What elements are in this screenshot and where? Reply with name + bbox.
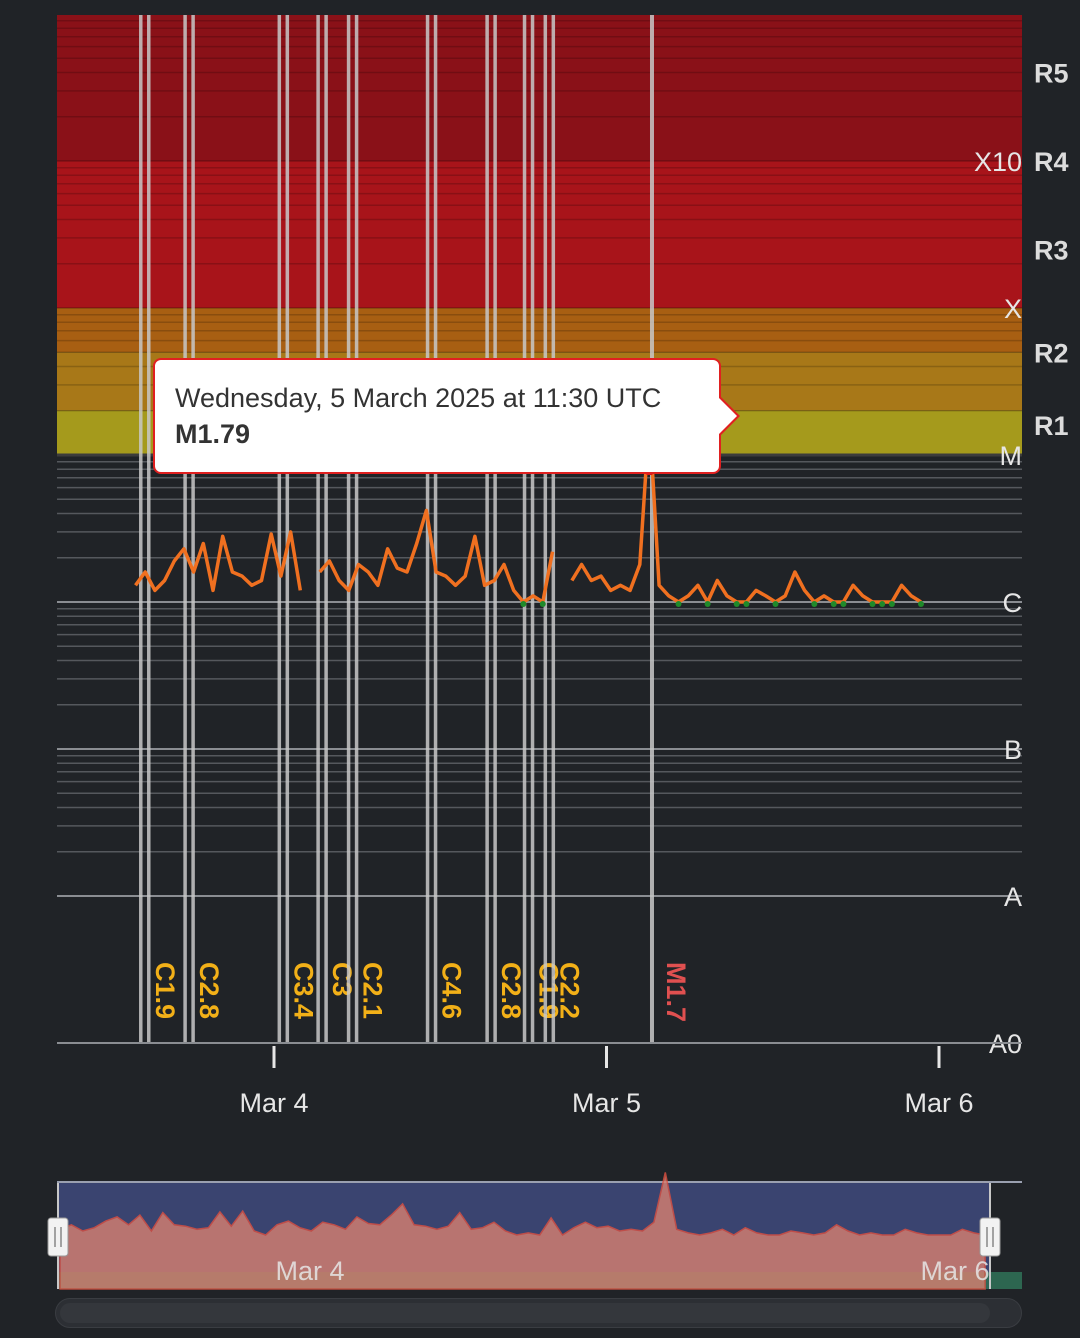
- low-flux-point: [869, 601, 876, 607]
- navigator-right-handle[interactable]: [979, 1183, 1001, 1289]
- low-flux-point: [675, 601, 682, 607]
- scrollbar[interactable]: [55, 1298, 1022, 1328]
- low-flux-point: [733, 601, 740, 607]
- low-flux-point: [830, 601, 837, 607]
- class-label: X10: [974, 147, 1022, 177]
- low-flux-point: [879, 601, 886, 607]
- low-flux-point: [840, 601, 847, 607]
- flare-label: C4.6: [437, 962, 467, 1019]
- horizontal-gridlines: [57, 19, 1022, 897]
- class-label: B: [1004, 735, 1022, 765]
- flare-label: C1.9: [150, 962, 180, 1019]
- flare-markers: C1.9 C2.8 C3.4 C3 C2.1 C4.6 C2.8 C1.9C2.2 M1.7: [139, 15, 691, 1043]
- low-flux-point: [772, 601, 779, 607]
- flare-label: C1.9: [534, 962, 564, 1019]
- band-r5: [57, 15, 1022, 161]
- navigator-left-handle[interactable]: [47, 1183, 69, 1289]
- band-r3: [57, 308, 1022, 353]
- tooltip: Wednesday, 5 March 2025 at 11:30 UTC M1.…: [153, 358, 740, 474]
- low-flux-point: [917, 601, 924, 607]
- handle-grip: [979, 1217, 1001, 1257]
- low-flux-point: [520, 601, 527, 607]
- r-scale-label: R1: [1034, 411, 1069, 441]
- tooltip-date: Wednesday, 5 March 2025 at 11:30 UTC: [175, 383, 662, 413]
- handle-grip: [47, 1217, 69, 1257]
- tooltip-value: M1.79: [175, 419, 251, 449]
- x-tick-label: Mar 6: [904, 1088, 973, 1118]
- radio-blackout-scale-labels: R5 R4 R3 R2 R1: [1034, 58, 1069, 440]
- flare-label: C2.8: [194, 962, 224, 1019]
- class-label: M: [1000, 441, 1023, 471]
- flare-label: C2.8: [496, 962, 526, 1019]
- low-flux-point: [888, 601, 895, 607]
- r-scale-label: R2: [1034, 338, 1069, 368]
- low-flux-point: [704, 601, 711, 607]
- navigator-flux-area: [59, 1172, 986, 1290]
- range-navigator: Mar 4 Mar 6: [47, 1172, 1022, 1290]
- x-tick-label: Mar 5: [572, 1088, 641, 1118]
- class-label: C: [1003, 588, 1023, 618]
- flare-label: C2.1: [358, 962, 388, 1019]
- navigator-label: Mar 4: [275, 1256, 344, 1286]
- class-label: A: [1004, 882, 1022, 912]
- band-r4: [57, 161, 1022, 308]
- flare-label: C3: [327, 962, 357, 997]
- navigator-label: Mar 6: [920, 1256, 989, 1286]
- x-tick-label: Mar 4: [239, 1088, 308, 1118]
- low-flux-point: [743, 601, 750, 607]
- class-label: X: [1004, 294, 1022, 324]
- low-flux-point: [539, 601, 546, 607]
- x-axis: Mar 4 Mar 5 Mar 6: [57, 1042, 1022, 1118]
- flare-label: C3.4: [288, 962, 318, 1019]
- r-scale-label: R4: [1034, 147, 1069, 177]
- flare-label: C2.2: [554, 962, 584, 1019]
- r-scale-label: R5: [1034, 58, 1069, 88]
- scrollbar-thumb[interactable]: [60, 1303, 990, 1323]
- flare-label: M1.7: [661, 962, 691, 1022]
- r-scale-label: R3: [1034, 236, 1069, 266]
- low-flux-point: [811, 601, 818, 607]
